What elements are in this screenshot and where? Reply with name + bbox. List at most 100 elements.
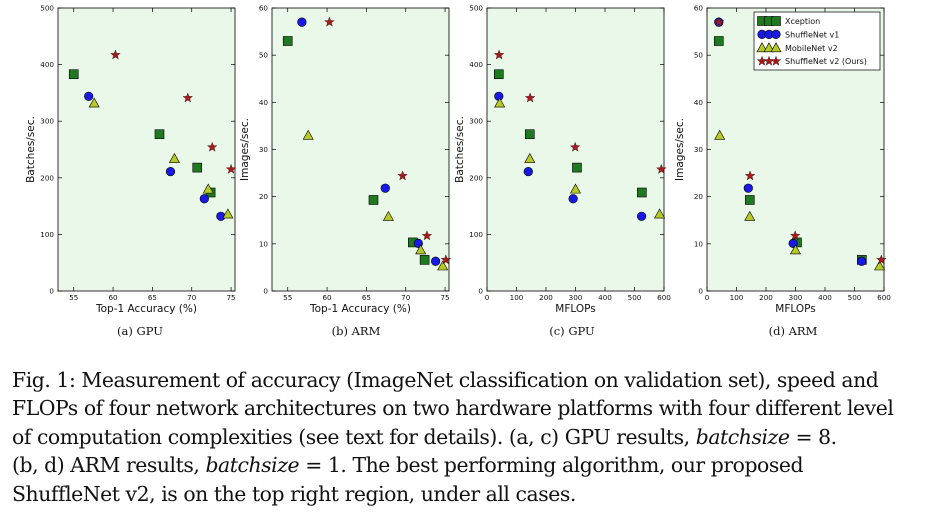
data-point-xception bbox=[744, 195, 755, 205]
y-tick-label: 0 bbox=[263, 287, 268, 296]
y-tick-label: 50 bbox=[694, 51, 704, 60]
legend-label: Xception bbox=[785, 17, 820, 26]
x-tick-label: 75 bbox=[226, 293, 235, 302]
x-tick-label: 0 bbox=[485, 293, 490, 302]
data-point-mobilenet-v2 bbox=[88, 97, 100, 108]
y-tick-label: 500 bbox=[469, 4, 483, 13]
caption-line: ShuffleNet v2, is on the top right regio… bbox=[12, 481, 576, 506]
data-point-shufflenet-v2-ours bbox=[225, 163, 237, 174]
data-point-shufflenet-v2-ours bbox=[790, 230, 801, 241]
data-point-mobilenet-v2 bbox=[415, 244, 427, 255]
x-axis-label: MFLOPs bbox=[555, 303, 595, 315]
data-point-xception bbox=[572, 162, 582, 173]
data-point-mobilenet-v2 bbox=[302, 129, 314, 140]
y-tick-label: 20 bbox=[694, 192, 704, 201]
legend-marker-mobilenet-v2 bbox=[756, 42, 768, 53]
y-tick-label: 30 bbox=[694, 145, 704, 154]
data-point-mobilenet-v2 bbox=[874, 260, 886, 271]
y-tick-label: 100 bbox=[40, 230, 54, 239]
figure-caption: Fig. 1: Measurement of accuracy (ImageNe… bbox=[12, 366, 923, 508]
caption-line: (b, d) ARM results, batchsize = 1. The b… bbox=[12, 451, 923, 479]
y-tick-label: 500 bbox=[40, 4, 54, 13]
caption-text: (b, d) ARM results, bbox=[12, 453, 206, 478]
data-point-shufflenet-v1 bbox=[523, 166, 533, 177]
x-tick-label: 500 bbox=[848, 293, 862, 302]
data-point-shufflenet-v2-ours bbox=[397, 170, 408, 181]
x-tick-label: 60 bbox=[108, 293, 118, 302]
legend-marker-mobilenet-v2 bbox=[770, 42, 782, 53]
data-point-shufflenet-v2-ours bbox=[493, 49, 505, 60]
x-axis-label: Top-1 Accuracy (%) bbox=[309, 303, 411, 315]
y-tick-label: 0 bbox=[698, 287, 703, 296]
y-tick-label: 10 bbox=[694, 239, 704, 248]
data-point-mobilenet-v2 bbox=[437, 260, 449, 271]
data-point-mobilenet-v2 bbox=[714, 129, 726, 140]
x-tick-label: 300 bbox=[789, 293, 803, 302]
data-point-xception bbox=[713, 36, 724, 46]
data-point-shufflenet-v2-ours bbox=[713, 16, 725, 27]
x-tick-label: 55 bbox=[283, 293, 292, 302]
x-tick-label: 70 bbox=[401, 293, 411, 302]
y-tick-label: 40 bbox=[259, 98, 269, 107]
y-tick-label: 10 bbox=[259, 239, 269, 248]
legend-marker-mobilenet-v2 bbox=[763, 42, 775, 53]
x-tick-label: 60 bbox=[322, 293, 332, 302]
x-tick-label: 65 bbox=[148, 293, 157, 302]
x-tick-label: 400 bbox=[598, 293, 612, 302]
y-tick-label: 400 bbox=[40, 60, 54, 69]
y-axis-label: Batches/sec. bbox=[454, 116, 466, 183]
data-point-shufflenet-v1 bbox=[165, 166, 176, 177]
x-tick-label: 100 bbox=[510, 293, 524, 302]
data-point-mobilenet-v2 bbox=[202, 183, 214, 194]
caption-text: = 8. bbox=[789, 424, 837, 449]
data-point-mobilenet-v2 bbox=[382, 210, 394, 221]
data-point-xception bbox=[419, 255, 430, 265]
legend-marker-shufflenet-v2-ours bbox=[770, 55, 782, 66]
data-point-mobilenet-v2 bbox=[744, 210, 756, 221]
x-tick-label: 75 bbox=[440, 293, 449, 302]
legend-label: ShuffleNet v2 (Ours) bbox=[785, 57, 867, 66]
y-tick-label: 60 bbox=[259, 4, 269, 13]
legend-marker-shufflenet-v1 bbox=[771, 29, 781, 40]
y-tick-label: 20 bbox=[259, 192, 269, 201]
y-tick-label: 300 bbox=[40, 117, 54, 126]
data-point-mobilenet-v2 bbox=[524, 152, 536, 163]
data-point-shufflenet-v2-ours bbox=[656, 163, 667, 174]
data-point-xception bbox=[282, 36, 293, 46]
data-point-shufflenet-v1 bbox=[568, 194, 578, 204]
caption-text: of computation complexities (see text fo… bbox=[12, 424, 696, 449]
data-point-shufflenet-v2-ours bbox=[110, 49, 121, 60]
data-point-shufflenet-v2-ours bbox=[570, 141, 581, 152]
data-point-shufflenet-v1 bbox=[431, 256, 441, 266]
y-tick-label: 300 bbox=[469, 117, 483, 126]
y-tick-label: 0 bbox=[478, 287, 483, 296]
data-point-shufflenet-v1 bbox=[297, 17, 307, 27]
plot-area bbox=[57, 7, 236, 292]
y-tick-label: 200 bbox=[40, 173, 54, 182]
legend-label: MobileNet v2 bbox=[785, 44, 838, 53]
x-tick-label: 65 bbox=[362, 293, 371, 302]
x-tick-label: 55 bbox=[69, 293, 78, 302]
data-point-shufflenet-v2-ours bbox=[876, 254, 887, 265]
y-tick-label: 100 bbox=[469, 230, 483, 239]
data-point-shufflenet-v2-ours bbox=[324, 16, 335, 27]
x-tick-label: 600 bbox=[877, 293, 891, 302]
x-axis-label: MFLOPs bbox=[775, 303, 815, 315]
subcaption: (b) ARM bbox=[332, 324, 381, 338]
data-point-shufflenet-v2-ours bbox=[182, 92, 193, 103]
x-tick-label: 200 bbox=[539, 293, 553, 302]
legend-marker-xception bbox=[771, 16, 781, 26]
data-point-shufflenet-v2-ours bbox=[207, 141, 218, 152]
data-point-xception bbox=[154, 129, 165, 140]
x-tick-label: 70 bbox=[187, 293, 197, 302]
y-axis-label: Images/sec. bbox=[674, 118, 686, 181]
x-tick-label: 0 bbox=[705, 293, 710, 302]
subcaption: (d) ARM bbox=[769, 324, 818, 338]
x-tick-label: 500 bbox=[628, 293, 642, 302]
data-point-shufflenet-v2-ours bbox=[744, 170, 756, 181]
data-point-mobilenet-v2 bbox=[789, 244, 802, 255]
data-point-shufflenet-v1 bbox=[743, 183, 753, 193]
x-tick-label: 200 bbox=[759, 293, 773, 302]
data-point-shufflenet-v1 bbox=[856, 256, 867, 266]
